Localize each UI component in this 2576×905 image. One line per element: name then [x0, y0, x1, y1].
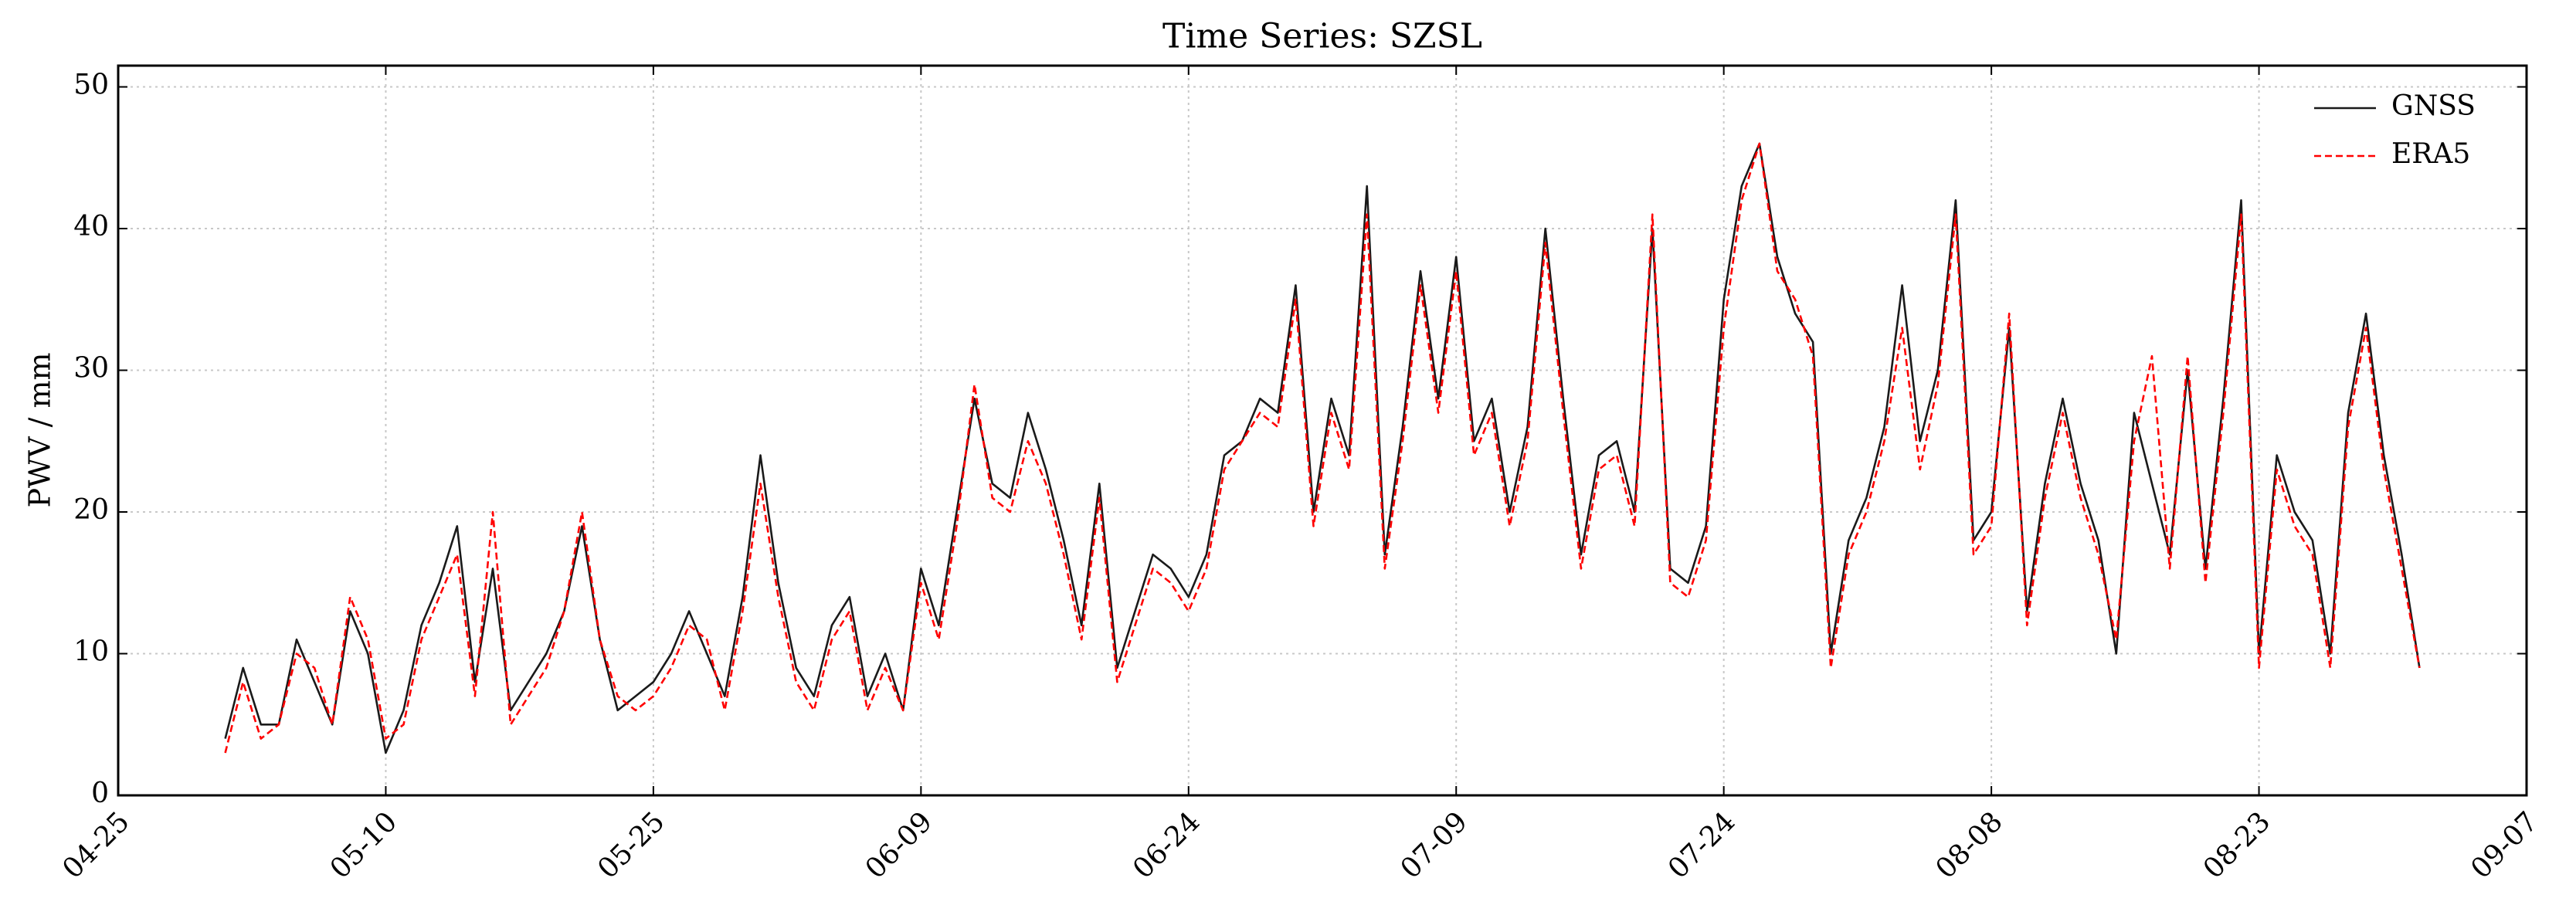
x-tick-label: 06-09 — [860, 806, 938, 885]
x-tick-label: 07-09 — [1395, 806, 1474, 885]
series-line — [224, 142, 2421, 754]
y-tick-label: 10 — [73, 636, 109, 668]
plot-frame — [117, 64, 2528, 797]
x-tick-label: 07-24 — [1662, 806, 1741, 885]
x-tick-label: 08-23 — [2198, 806, 2276, 885]
x-tick-label: 04-25 — [56, 806, 135, 885]
y-tick-label: 0 — [91, 778, 109, 809]
x-tick-label: 09-07 — [2465, 806, 2544, 885]
y-tick-label: 50 — [73, 69, 109, 101]
y-axis-label: PWV / mm — [23, 352, 57, 507]
x-tick-label: 08-08 — [1929, 806, 2008, 885]
x-tick-label: 05-25 — [592, 806, 670, 885]
legend-label: ERA5 — [2391, 138, 2470, 170]
y-tick-label: 20 — [73, 494, 109, 526]
x-tick-label: 05-10 — [324, 806, 403, 885]
x-tick-label: 06-24 — [1127, 806, 1206, 885]
chart-title: Time Series: SZSL — [1162, 17, 1482, 56]
y-tick-label: 40 — [73, 211, 109, 242]
y-tick-label: 30 — [73, 353, 109, 385]
series-line — [224, 142, 2421, 754]
legend-label: GNSS — [2391, 90, 2476, 122]
legend: GNSS ERA5 — [2314, 90, 2476, 170]
